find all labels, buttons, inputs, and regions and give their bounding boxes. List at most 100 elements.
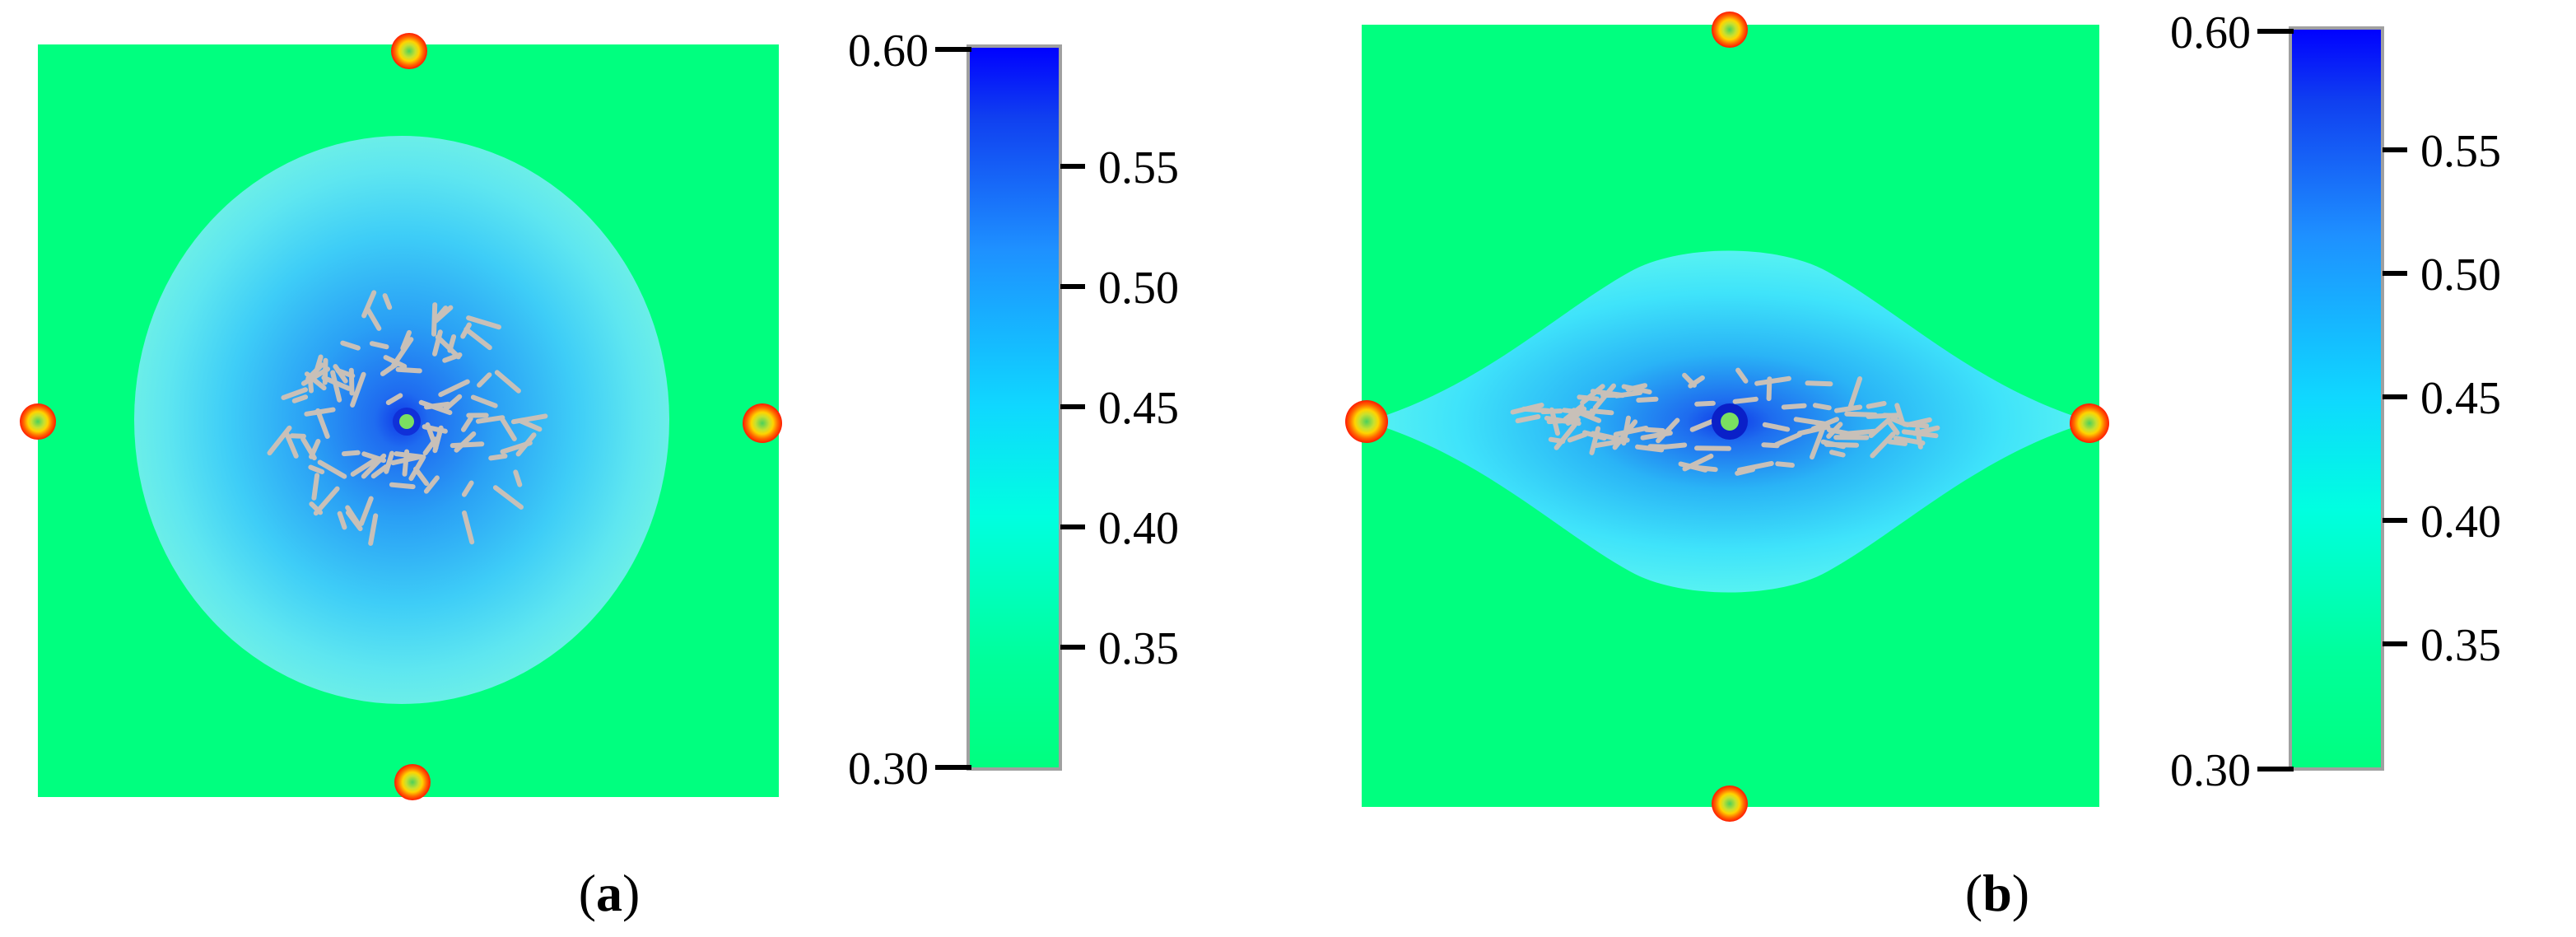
colorbar-b: 0.60 0.30 0.55 0.50 0.45 0.40 0.35: [2170, 7, 2501, 796]
fracture-segment-b: [1694, 400, 1716, 407]
colorbar-b-tick-045: 0.45: [2420, 373, 2501, 424]
colorbar-a-tick-060: 0.60: [848, 26, 929, 77]
fracture-segment-a: [284, 431, 299, 459]
fracture-segment-b: [1643, 427, 1665, 433]
fracture-segment-a: [460, 322, 472, 339]
fracture-segment-a: [311, 473, 320, 501]
fracture-segment-a: [450, 441, 485, 449]
fracture-segment-a: [433, 305, 454, 324]
fracture-segment-b: [1621, 384, 1652, 394]
panel-b: 0.60 0.30 0.55 0.50 0.45 0.40 0.35 (b): [1345, 7, 2501, 922]
colorbar-a-tick-055: 0.55: [1098, 142, 1179, 193]
fracture-segment-a: [337, 510, 347, 530]
fracture-segment-b: [1571, 408, 1602, 423]
fracture-segment-b: [1904, 417, 1932, 427]
fracture-segment-a: [368, 513, 379, 546]
fracture-segment-a: [466, 315, 501, 330]
fracture-segment-a: [370, 464, 389, 479]
fracture-segment-b: [1829, 450, 1846, 458]
fracture-segment-b: [1805, 380, 1833, 387]
fracture-segment-b: [1682, 372, 1697, 388]
fracture-segment-b: [1589, 408, 1614, 416]
colorbar-a-tick-030: 0.30: [848, 744, 929, 795]
fracture-segment-b: [1893, 436, 1926, 446]
fracture-segment-b: [1577, 394, 1600, 402]
fracture-segment-a: [435, 334, 461, 360]
center-well-b: [1712, 403, 1748, 440]
fracture-segment-a: [385, 393, 403, 405]
fracture-segment-b: [1735, 367, 1749, 384]
fracture-segment-a: [492, 485, 524, 510]
well-marker-a-left: [20, 403, 56, 440]
fracture-segment-b: [1762, 422, 1791, 432]
fracture-segment-b: [1866, 401, 1887, 409]
colorbar-a-tick-045: 0.45: [1098, 383, 1179, 434]
colorbar-a: 0.60 0.30 0.55 0.50 0.45 0.40 0.35: [848, 26, 1179, 795]
fracture-segment-b: [1810, 417, 1839, 431]
fracture-segment-b: [1766, 376, 1772, 402]
fracture-segment-b: [1567, 431, 1588, 443]
fracture-segment-a: [365, 306, 382, 331]
fracture-segment-a: [443, 394, 463, 412]
center-well-a: [393, 408, 421, 436]
fracture-segment-b: [1775, 461, 1795, 468]
colorbar-a-tick-035: 0.35: [1098, 623, 1179, 674]
fracture-segment-a: [281, 387, 308, 400]
fractures-b: [1510, 367, 1940, 476]
colorbar-a-tick-040: 0.40: [1098, 503, 1179, 554]
fracture-segment-b: [1693, 464, 1718, 473]
fracture-segment-a: [390, 337, 414, 369]
fracture-segment-a: [488, 453, 508, 461]
fracture-segment-a: [462, 510, 475, 545]
fracture-segment-a: [470, 394, 498, 408]
fracture-segment-a: [345, 505, 360, 525]
fracture-segment-a: [315, 408, 330, 439]
fracture-segment-a: [475, 415, 505, 424]
fracture-segment-a: [308, 464, 325, 474]
fracture-segment-a: [350, 458, 377, 477]
panel-a: 0.60 0.30 0.55 0.50 0.45 0.40 0.35 (a): [20, 26, 1179, 922]
fracture-segment-b: [1773, 431, 1803, 447]
fracture-segment-a: [413, 466, 429, 487]
fracture-segment-b: [1887, 439, 1908, 446]
fracture-segment-a: [500, 441, 533, 455]
fracture-segment-a: [330, 370, 342, 403]
panel-label-b: (b): [1965, 864, 2029, 922]
fracture-segment-a: [477, 372, 492, 388]
fracture-segment-b: [1735, 467, 1756, 476]
fracture-segment-a: [461, 416, 473, 432]
fracture-segment-a: [494, 370, 521, 394]
fracture-segment-a: [317, 459, 347, 479]
fracture-segment-b: [1510, 403, 1544, 415]
colorbar-b-bar: [2289, 26, 2384, 771]
well-marker-a-bottom: [394, 764, 431, 800]
fracture-segment-a: [300, 366, 330, 386]
fracture-segment-a: [438, 379, 470, 398]
fractures-a: [267, 290, 548, 546]
fracture-segment-a: [361, 290, 377, 319]
fracture-segment-b: [1812, 403, 1832, 411]
fracture-segment-a: [510, 413, 548, 425]
colorbar-a-bar: [967, 44, 1062, 771]
fracture-segment-b: [1754, 375, 1791, 386]
fracture-segment-a: [390, 455, 421, 466]
fracture-segment-b: [1636, 396, 1659, 403]
fracture-segment-b: [1810, 427, 1825, 460]
fracture-segment-b: [1732, 396, 1758, 404]
fracture-segment-b: [1689, 418, 1715, 432]
colorbar-b-tick-030: 0.30: [2170, 745, 2251, 796]
fracture-segment-a: [395, 366, 422, 374]
well-marker-b-right: [2070, 403, 2109, 443]
colorbar-b-tick-035: 0.35: [2420, 620, 2501, 671]
fracture-segment-a: [518, 418, 543, 432]
fracture-segment-a: [425, 422, 439, 450]
fracture-segment-b: [1868, 417, 1892, 438]
fracture-segment-a: [304, 371, 327, 391]
fracture-segment-a: [389, 482, 416, 490]
fracture-segment-b: [1736, 460, 1774, 473]
colorbar-a-tick-050: 0.50: [1098, 263, 1179, 314]
well-marker-b-bottom: [1712, 785, 1748, 822]
colorbar-b-tick-060: 0.60: [2170, 7, 2251, 58]
well-marker-a-right: [743, 403, 782, 443]
fracture-segment-a: [359, 496, 374, 526]
